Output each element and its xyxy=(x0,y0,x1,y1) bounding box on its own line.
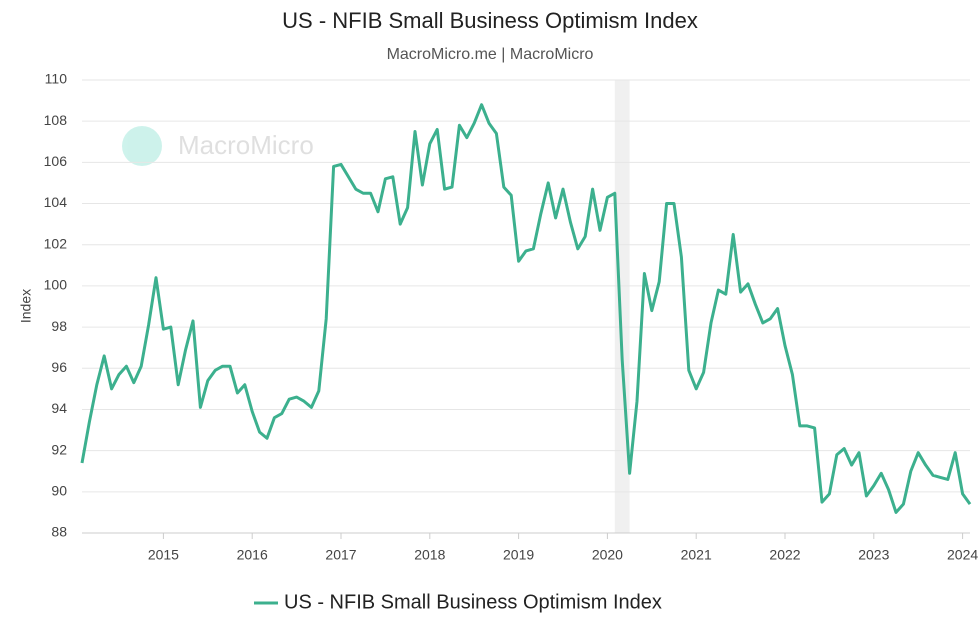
x-tick-label: 2020 xyxy=(592,547,623,563)
x-tick-label: 2015 xyxy=(148,547,179,563)
y-tick-label: 90 xyxy=(51,483,67,499)
watermark: MacroMicro xyxy=(178,130,314,160)
y-tick-label: 96 xyxy=(51,359,67,375)
shaded-period xyxy=(614,80,630,533)
y-tick-label: 92 xyxy=(51,441,67,457)
x-tick-label: 2019 xyxy=(503,547,534,563)
x-tick-label: 2024 xyxy=(947,547,978,563)
legend-item: US - NFIB Small Business Optimism Index xyxy=(254,591,662,613)
chart-title: US - NFIB Small Business Optimism Index xyxy=(282,8,698,33)
y-tick-label: 110 xyxy=(45,71,68,87)
y-tick-label: 104 xyxy=(44,194,68,210)
x-tick-label: 2016 xyxy=(237,547,268,563)
y-tick-label: 88 xyxy=(51,524,67,540)
line-series xyxy=(80,103,972,514)
y-tick-label: 108 xyxy=(44,112,68,128)
x-tick-label: 2022 xyxy=(769,547,800,563)
y-tick-label: 94 xyxy=(51,400,67,416)
y-tick-label: 100 xyxy=(44,277,68,293)
legend-label: US - NFIB Small Business Optimism Index xyxy=(284,591,662,613)
x-tick-label: 2017 xyxy=(325,547,356,563)
y-tick-label: 106 xyxy=(44,153,68,169)
y-tick-label: 102 xyxy=(44,235,68,251)
chart-subtitle: MacroMicro.me | MacroMicro xyxy=(387,46,594,63)
y-tick-label: 98 xyxy=(51,318,67,334)
x-tick-label: 2018 xyxy=(414,547,445,563)
y-axis-label: Index xyxy=(18,289,34,323)
x-tick-label: 2023 xyxy=(858,547,889,563)
watermark-group: MacroMicro xyxy=(122,126,314,166)
watermark-icon xyxy=(122,126,162,166)
x-tick-label: 2021 xyxy=(681,547,712,563)
